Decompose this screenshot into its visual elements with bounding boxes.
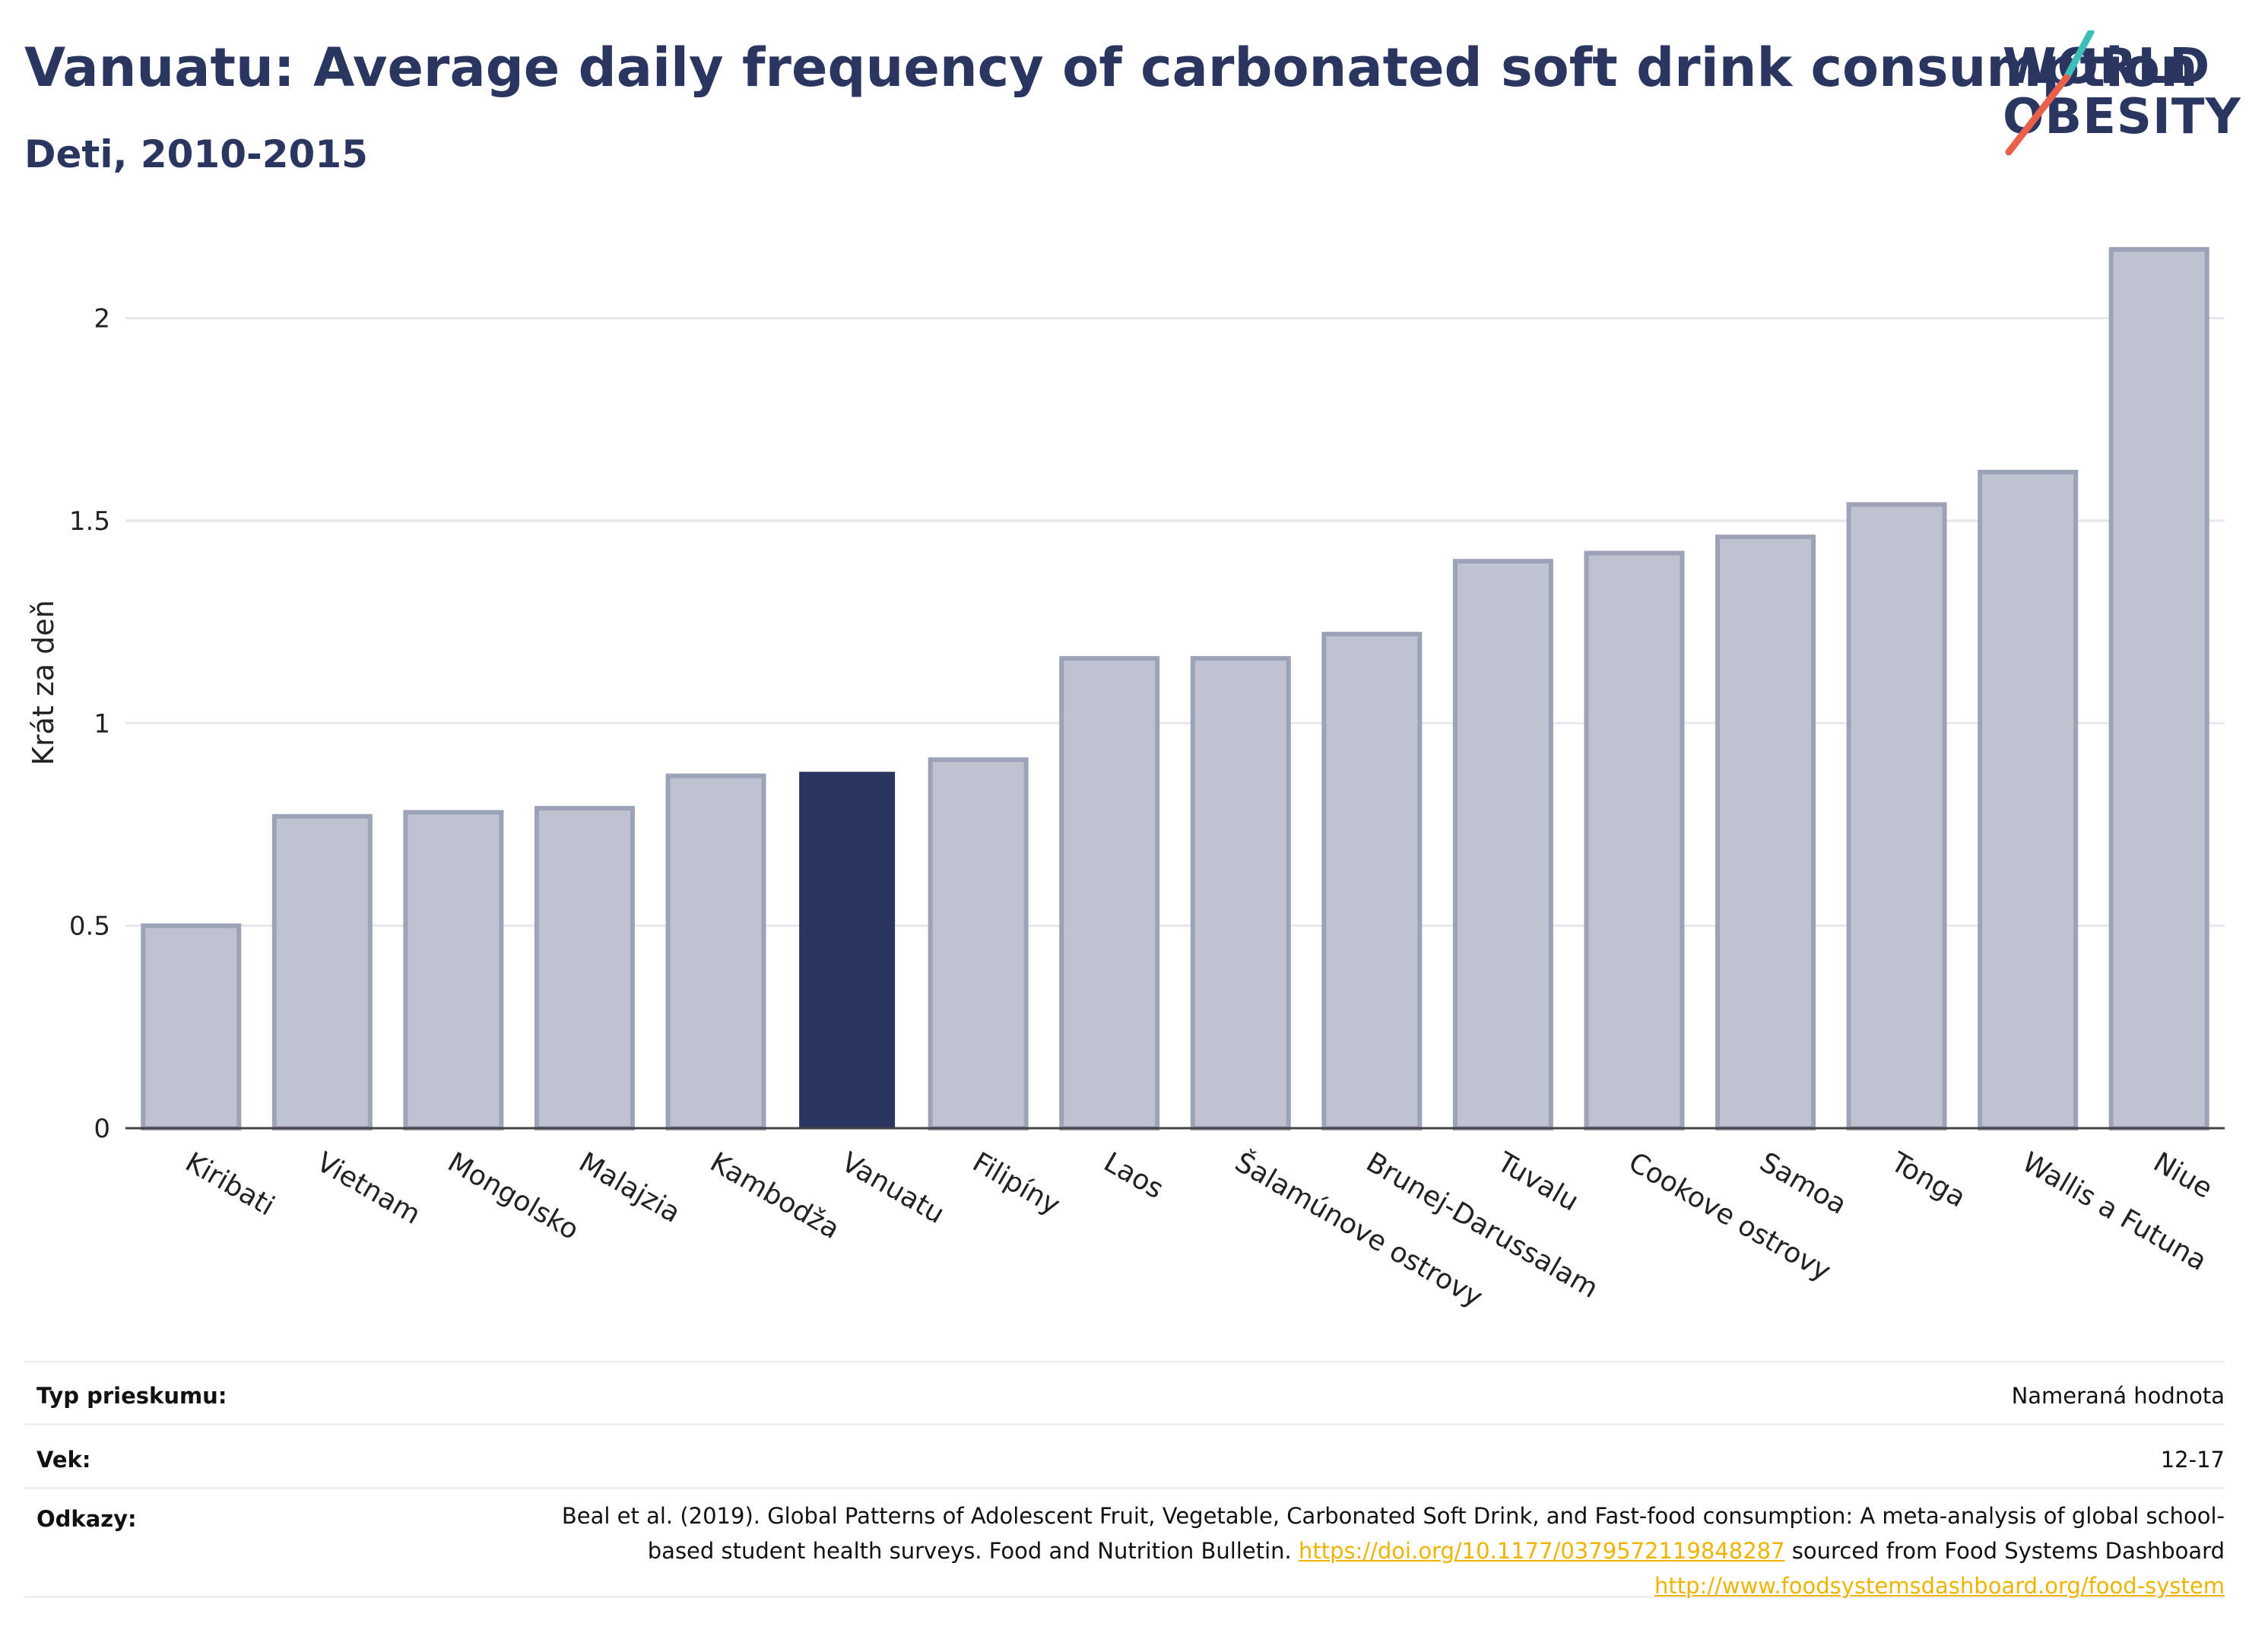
- dashboard-link[interactable]: http://www.foodsystemsdashboard.org/food…: [1654, 1573, 2225, 1599]
- logo-slash-icon: [2005, 30, 2095, 156]
- references-label: Odkazy:: [36, 1506, 137, 1532]
- x-tick-label: Vanuatu: [836, 1146, 950, 1230]
- y-axis-label: Krát za deň: [27, 600, 60, 766]
- x-tick-label: Brunej-Darussalam: [1361, 1146, 1603, 1305]
- bars: [141, 246, 2209, 1131]
- x-tick-label: Niue: [2148, 1146, 2217, 1204]
- x-tick-label: Kiribati: [180, 1146, 280, 1222]
- bar-10: [1321, 632, 1423, 1130]
- bar-12: [1584, 550, 1685, 1130]
- survey-type-label: Typ prieskumu:: [36, 1383, 227, 1409]
- bar-1: [141, 923, 242, 1130]
- info-row-survey: Typ prieskumu: Nameraná hodnota: [24, 1361, 2225, 1425]
- reference-text-1: Beal et al. (2019). Global Patterns of A…: [561, 1503, 2225, 1564]
- bar-3: [403, 810, 504, 1131]
- survey-type-value: Nameraná hodnota: [2011, 1383, 2225, 1409]
- info-row-age: Vek: 12-17: [24, 1423, 2225, 1489]
- x-tick-label: Tonga: [1885, 1146, 1971, 1214]
- x-tick-label: Mongolsko: [443, 1146, 584, 1246]
- age-label: Vek:: [36, 1447, 91, 1473]
- info-table: Typ prieskumu: Nameraná hodnota Vek: 12-…: [24, 1361, 2225, 1619]
- info-row-references: Odkazy: Beal et al. (2019). Global Patte…: [24, 1487, 2225, 1599]
- world-obesity-logo: WORLD OBESITY: [1992, 30, 2241, 167]
- x-tick-label: Kambodža: [705, 1146, 845, 1245]
- y-tick-label: 0: [94, 1114, 110, 1144]
- y-tick-label: 1.5: [69, 506, 110, 537]
- bar-13: [1715, 534, 1816, 1130]
- x-tick-label: Šalamúnove ostrovy: [1229, 1146, 1488, 1313]
- bar-6: [799, 772, 896, 1128]
- y-tick-label: 2: [94, 304, 110, 335]
- logo-line-2: OBESITY: [2003, 89, 2241, 145]
- y-tick-label: 1: [94, 709, 110, 739]
- bar-15: [1978, 469, 2079, 1130]
- reference-text-2: sourced from Food Systems Dashboard: [1784, 1538, 2225, 1564]
- bar-11: [1452, 559, 1553, 1130]
- x-tick-label: Tuvalu: [1492, 1146, 1584, 1218]
- references-value: Beal et al. (2019). Global Patterns of A…: [552, 1498, 2225, 1603]
- bar-7: [928, 757, 1029, 1131]
- x-tick-label: Laos: [1099, 1146, 1169, 1205]
- bar-9: [1190, 656, 1291, 1130]
- bar-2: [271, 813, 373, 1131]
- bar-chart: 0 0.5 1 1.5 2 Kiribati Vietnam MongolskoMalajz…: [27, 246, 2225, 1314]
- x-tick-label: Vietnam: [311, 1146, 425, 1231]
- doi-link[interactable]: https://doi.org/10.1177/0379572119848287: [1298, 1538, 1785, 1564]
- bar-8: [1059, 656, 1160, 1130]
- x-tick-label: Filipíny: [967, 1146, 1065, 1221]
- x-tick-label: Samoa: [1755, 1146, 1852, 1221]
- page-subtitle: Deti, 2010-2015: [24, 132, 368, 176]
- y-axis-ticks: 0 0.5 1 1.5 2: [69, 304, 110, 1144]
- page-title: Vanuatu: Average daily frequency of carb…: [24, 36, 2198, 99]
- x-tick-label: Malajzia: [573, 1146, 685, 1229]
- bar-16: [2108, 246, 2209, 1130]
- y-tick-label: 0.5: [69, 912, 110, 942]
- bar-14: [1846, 502, 1947, 1130]
- logo-line-1: WORLD: [2003, 39, 2211, 95]
- age-value: 12-17: [2160, 1447, 2225, 1473]
- bar-5: [665, 773, 766, 1130]
- bar-4: [534, 806, 635, 1131]
